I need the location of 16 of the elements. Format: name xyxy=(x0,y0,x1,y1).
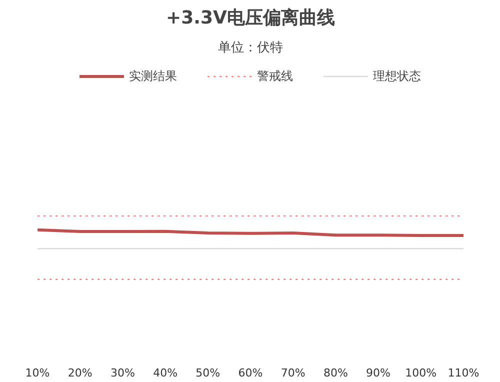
x-tick-label: 70% xyxy=(280,366,306,380)
x-tick-label: 10% xyxy=(25,366,50,380)
x-tick-label: 40% xyxy=(153,366,178,380)
chart-subtitle: 单位：伏特 xyxy=(218,40,283,56)
legend-label: 警戒线 xyxy=(257,68,293,84)
x-tick-label: 20% xyxy=(68,366,92,380)
x-tick-label: 50% xyxy=(196,366,220,380)
x-tick-label: 110% xyxy=(448,366,480,380)
x-tick-label: 80% xyxy=(323,366,348,380)
x-tick-label: 60% xyxy=(238,366,263,380)
legend-label: 实测结果 xyxy=(129,68,177,84)
chart-title: +3.3V电压偏离曲线 xyxy=(166,8,335,28)
x-tick-label: 90% xyxy=(366,366,391,380)
legend-label: 理想状态 xyxy=(373,68,421,84)
x-tick-label: 100% xyxy=(405,366,437,380)
x-tick-label: 30% xyxy=(110,366,135,380)
